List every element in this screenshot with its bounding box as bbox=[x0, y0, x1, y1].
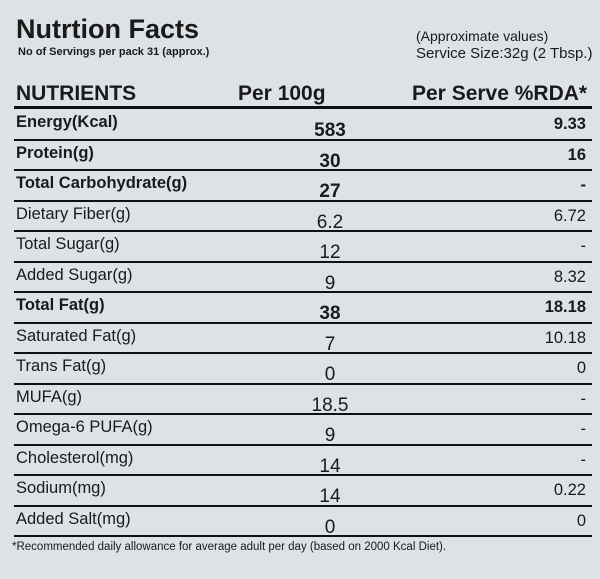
per-100g: 9 bbox=[324, 272, 336, 294]
table-row: Saturated Fat(g) 7 10.18 bbox=[0, 324, 600, 355]
per-serve: 0 bbox=[576, 359, 586, 377]
table-row: Total Fat(g) 38 18.18 bbox=[0, 293, 600, 324]
per-100g: 14 bbox=[319, 486, 341, 507]
row-rule bbox=[14, 199, 592, 202]
table-row: Cholesterol(mg) 14 - bbox=[0, 446, 600, 477]
per-100g: 38 bbox=[319, 303, 341, 324]
nutrient: MUFA(g) bbox=[16, 387, 82, 406]
column-header: Per 100g bbox=[238, 82, 326, 105]
row-rule bbox=[14, 138, 592, 141]
per-serve: - bbox=[580, 176, 587, 194]
nutrient: Total Fat(g) bbox=[16, 296, 105, 314]
serving-size: Service Size:32g (2 Tbsp.) bbox=[416, 45, 593, 62]
table-body: Energy(Kcal) 583 9.33 Protein(g) 30 16 Total C… bbox=[0, 110, 600, 538]
per-serve: - bbox=[580, 389, 587, 408]
per-100g: 12 bbox=[319, 242, 341, 263]
per-serve: 8.32 bbox=[553, 267, 586, 286]
row-rule bbox=[14, 504, 592, 507]
per-serve: 0.22 bbox=[553, 481, 586, 499]
row-rule bbox=[14, 474, 592, 476]
nutrient: Cholesterol(mg) bbox=[16, 448, 134, 467]
nutrient: Energy(Kcal) bbox=[16, 113, 118, 131]
table-row: Energy(Kcal) 583 9.33 bbox=[0, 110, 600, 141]
per-serve: 9.33 bbox=[553, 115, 586, 133]
table-row: Added Salt(mg) 0 0 bbox=[0, 507, 600, 538]
footnote: *Recommended daily allowance for average… bbox=[12, 541, 447, 553]
column-header: Per Serve %RDA* bbox=[412, 82, 588, 105]
table-row: Total Sugar(g) 12 - bbox=[0, 232, 600, 263]
nutrient: Sodium(mg) bbox=[16, 479, 106, 497]
row-rule bbox=[14, 260, 592, 263]
per-serve: 16 bbox=[567, 145, 586, 164]
table-row: MUFA(g) 18.5 - bbox=[0, 385, 600, 416]
per-100g: 30 bbox=[319, 150, 341, 172]
per-serve: - bbox=[580, 450, 587, 469]
per-serve: - bbox=[580, 237, 587, 255]
title: Nutrtion Facts bbox=[16, 14, 200, 44]
table-row: Protein(g) 30 16 bbox=[0, 141, 600, 172]
row-rule bbox=[14, 169, 592, 171]
column-header: NUTRIENTS bbox=[16, 82, 137, 105]
per-100g: 27 bbox=[319, 181, 341, 202]
nutrient: Trans Fat(g) bbox=[16, 357, 107, 375]
per-100g: 9 bbox=[324, 425, 336, 446]
nutrient: Saturated Fat(g) bbox=[16, 326, 137, 345]
table-row: Dietary Fiber(g) 6.2 6.72 bbox=[0, 202, 600, 233]
header-rule bbox=[14, 106, 592, 109]
row-rule bbox=[14, 352, 592, 354]
nutrient: Total Sugar(g) bbox=[16, 235, 120, 253]
nutrient: Added Salt(mg) bbox=[16, 509, 131, 528]
table-row: Total Carbohydrate(g) 27 - bbox=[0, 171, 600, 202]
per-100g: 18.5 bbox=[311, 394, 349, 416]
nutrient: Protein(g) bbox=[16, 143, 94, 162]
row-rule bbox=[14, 230, 592, 232]
row-rule bbox=[14, 535, 592, 537]
nutrient: Added Sugar(g) bbox=[16, 265, 133, 284]
per-100g: 7 bbox=[324, 333, 336, 355]
per-serve: 18.18 bbox=[544, 298, 586, 316]
note: (Approximate values) bbox=[416, 28, 549, 44]
nutrient: Total Carbohydrate(g) bbox=[16, 174, 188, 192]
per-100g: 6.2 bbox=[316, 211, 344, 233]
row-rule bbox=[14, 291, 592, 293]
per-serve: 0 bbox=[576, 511, 586, 530]
per-serve: 10.18 bbox=[544, 328, 586, 347]
per-serve: 6.72 bbox=[553, 206, 586, 225]
nutrient: Dietary Fiber(g) bbox=[16, 204, 131, 223]
table-row: Sodium(mg) 14 0.22 bbox=[0, 476, 600, 507]
table-row: Added Sugar(g) 9 8.32 bbox=[0, 263, 600, 294]
nutrient: Omega-6 PUFA(g) bbox=[16, 418, 153, 436]
row-rule bbox=[14, 413, 592, 415]
row-rule bbox=[14, 443, 592, 446]
per-100g: 0 bbox=[324, 516, 336, 538]
row-rule bbox=[14, 321, 592, 324]
per-100g: 583 bbox=[314, 120, 346, 141]
row-rule bbox=[14, 382, 592, 385]
per-serve: - bbox=[580, 420, 587, 438]
table-row: Omega-6 PUFA(g) 9 - bbox=[0, 415, 600, 446]
servings: No of Servings per pack 31 (approx.) bbox=[18, 46, 210, 58]
per-100g: 14 bbox=[319, 455, 341, 477]
table-row: Trans Fat(g) 0 0 bbox=[0, 354, 600, 385]
per-100g: 0 bbox=[324, 364, 336, 385]
